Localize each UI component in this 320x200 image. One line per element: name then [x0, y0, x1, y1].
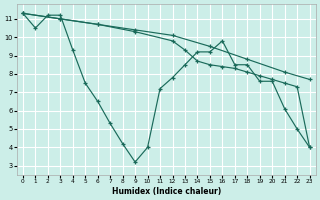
X-axis label: Humidex (Indice chaleur): Humidex (Indice chaleur) [112, 187, 221, 196]
